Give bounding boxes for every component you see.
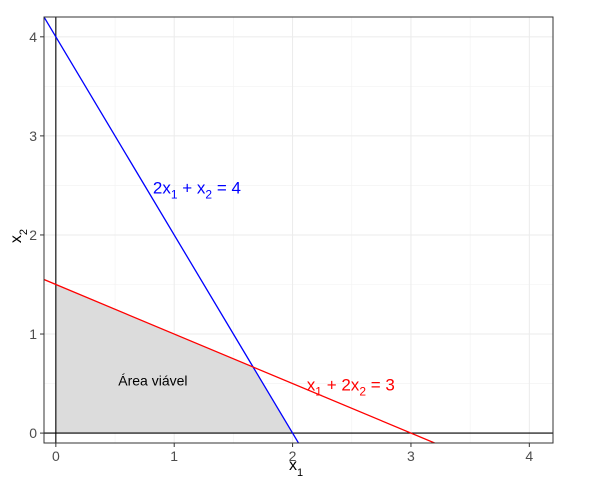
y-tick-label: 2 <box>29 227 37 243</box>
ticks: 0 1 2 3 4 0 1 2 3 4 <box>29 29 533 464</box>
x-tick-label: 2 <box>289 448 297 464</box>
feasible-region-label: Área viável <box>118 373 187 389</box>
x-tick-label: 1 <box>170 448 178 464</box>
constraint-line-2 <box>44 278 435 443</box>
y-axis-title: x2 <box>8 229 30 243</box>
constraint-lines <box>44 17 435 443</box>
y-tick-label: 1 <box>29 326 37 342</box>
constraint-line-1 <box>44 17 300 443</box>
reference-lines <box>44 17 553 443</box>
annotations: 2x1 + x2 = 4 x1 + 2x2 = 3 Área viável <box>118 178 395 398</box>
feasible-region-polygon <box>55 284 293 434</box>
constraint-label-1: 2x1 + x2 = 4 <box>153 178 241 201</box>
x-tick-label: 3 <box>407 448 415 464</box>
x-tick-label: 4 <box>525 448 533 464</box>
panel-border <box>43 16 554 444</box>
constraint-label-2: x1 + 2x2 = 3 <box>307 375 395 398</box>
y-tick-label: 3 <box>29 128 37 144</box>
x-tick-label: 0 <box>52 448 60 464</box>
x-axis-title: x1 <box>289 457 303 479</box>
y-tick-label: 0 <box>29 425 37 441</box>
feasible-region <box>55 284 293 434</box>
y-tick-label: 4 <box>29 29 37 45</box>
